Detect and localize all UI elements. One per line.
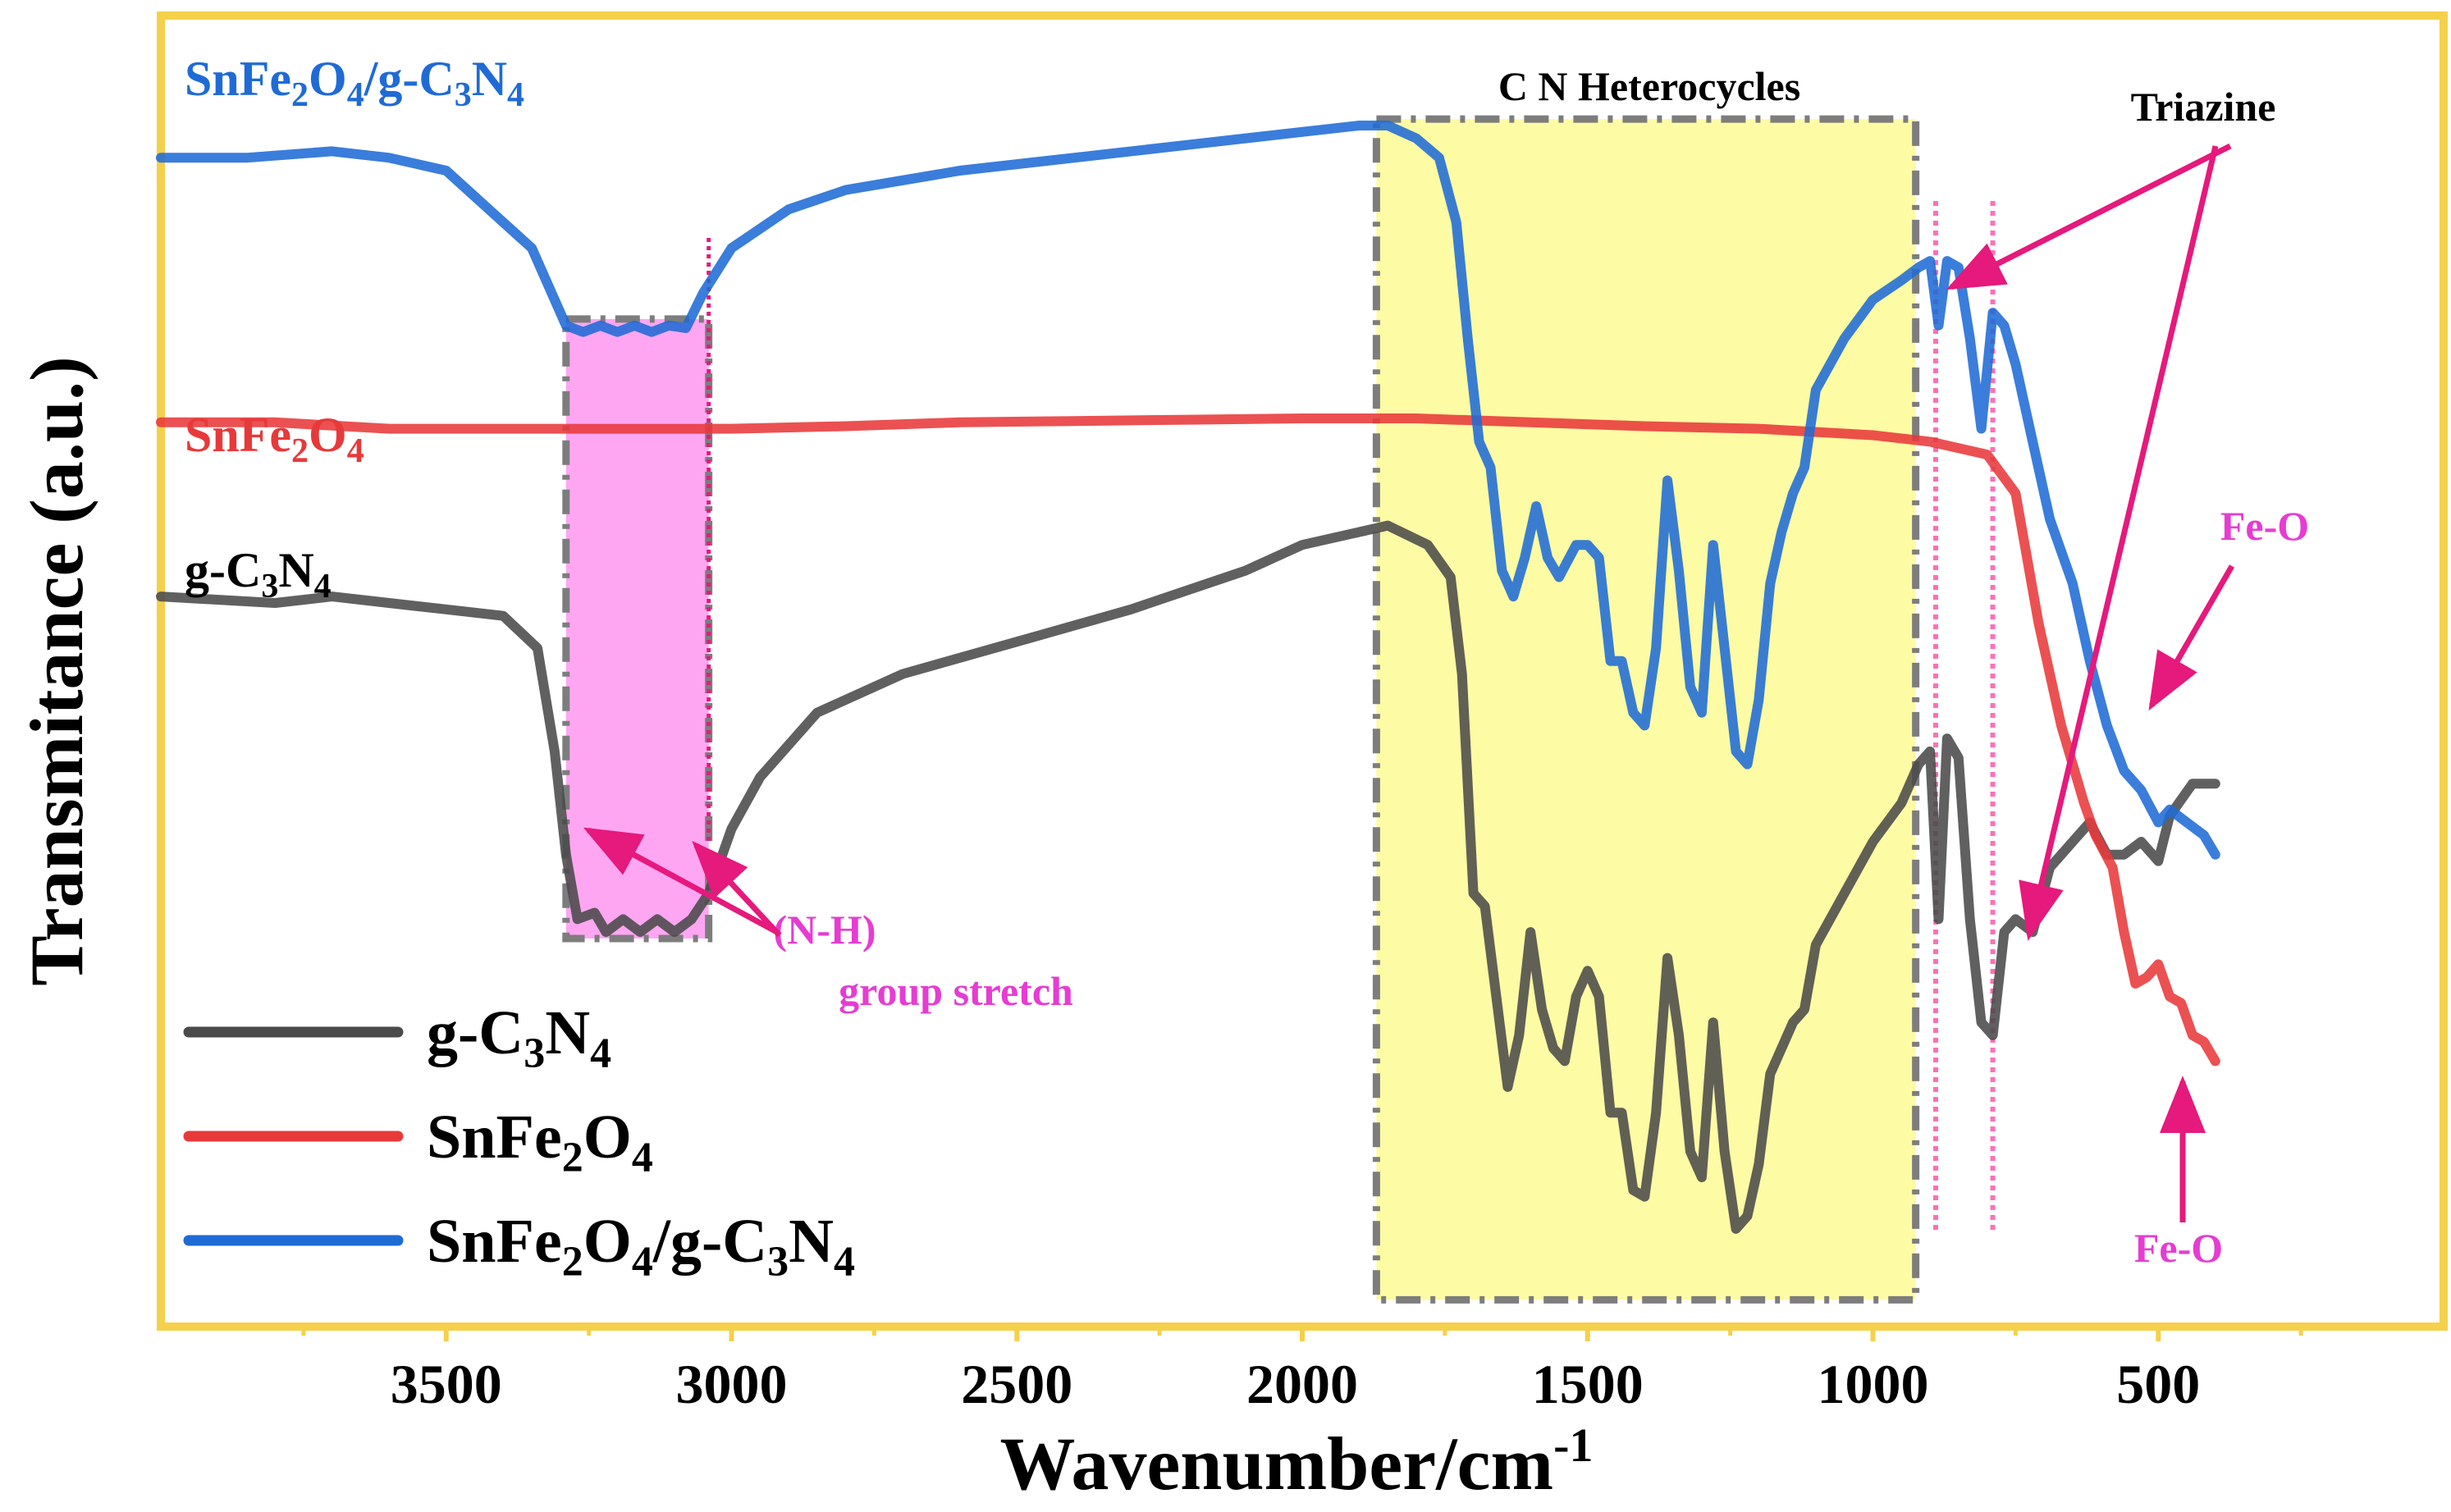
legend-label-comp: SnFe2O4/g-C3N4 <box>427 1207 855 1286</box>
label-gc3n4: g-C3N4 <box>185 543 332 605</box>
annotation-feo-top: Fe-O <box>2220 503 2309 549</box>
x-tick-label-1000: 1000 <box>1818 1353 1929 1415</box>
arrow-triazine-1 <box>1946 143 2232 290</box>
legend: g-C3N4 SnFe2O4 SnFe2O4/g-C3N4 <box>183 998 855 1286</box>
x-tick-label-3000: 3000 <box>676 1353 788 1415</box>
x-tick-label-2500: 2500 <box>961 1353 1072 1415</box>
x-tick-label-1500: 1500 <box>1532 1353 1644 1415</box>
series-line-g <box>156 520 2220 1234</box>
highlight-region-nh <box>562 315 713 943</box>
highlight-regions <box>562 115 1920 1304</box>
series-line-comp <box>156 121 2220 860</box>
x-axis-title: Wavenumber/cm-1 <box>1000 1418 1594 1505</box>
series-group <box>156 121 2220 1234</box>
arrow-feo-top <box>2148 564 2235 711</box>
legend-label-sn: SnFe2O4 <box>427 1103 653 1181</box>
y-axis-title: Transmitance (a.u.) <box>15 356 98 985</box>
annotation-feo-bottom: Fe-O <box>2134 1225 2223 1271</box>
annotations: C N Heterocycles Triazine (N-H) group stret… <box>583 63 2309 1271</box>
legend-label-g: g-C3N4 <box>427 998 611 1077</box>
arrow-nh-right <box>692 840 782 938</box>
arrow-nh-left <box>583 827 777 934</box>
annotation-nh-line2: group stretch <box>839 968 1073 1014</box>
annotation-heterocycles: C N Heterocycles <box>1498 63 1800 109</box>
annotation-triazine: Triazine <box>2131 84 2276 130</box>
x-axis: 3500 3000 2500 2000 1500 1000 500 <box>301 1327 2303 1415</box>
series-line-sn <box>156 413 2220 1067</box>
label-composite: SnFe2O4/g-C3N4 <box>185 52 524 114</box>
reference-lines <box>706 201 1996 1235</box>
arrow-triazine-2 <box>2019 145 2219 941</box>
annotation-nh-line1: (N-H) <box>774 907 876 952</box>
label-snfe2o4: SnFe2O4 <box>185 408 364 470</box>
x-tick-label-500: 500 <box>2116 1353 2200 1415</box>
x-tick-label-3500: 3500 <box>391 1353 502 1415</box>
x-tick-label-2000: 2000 <box>1246 1353 1358 1415</box>
